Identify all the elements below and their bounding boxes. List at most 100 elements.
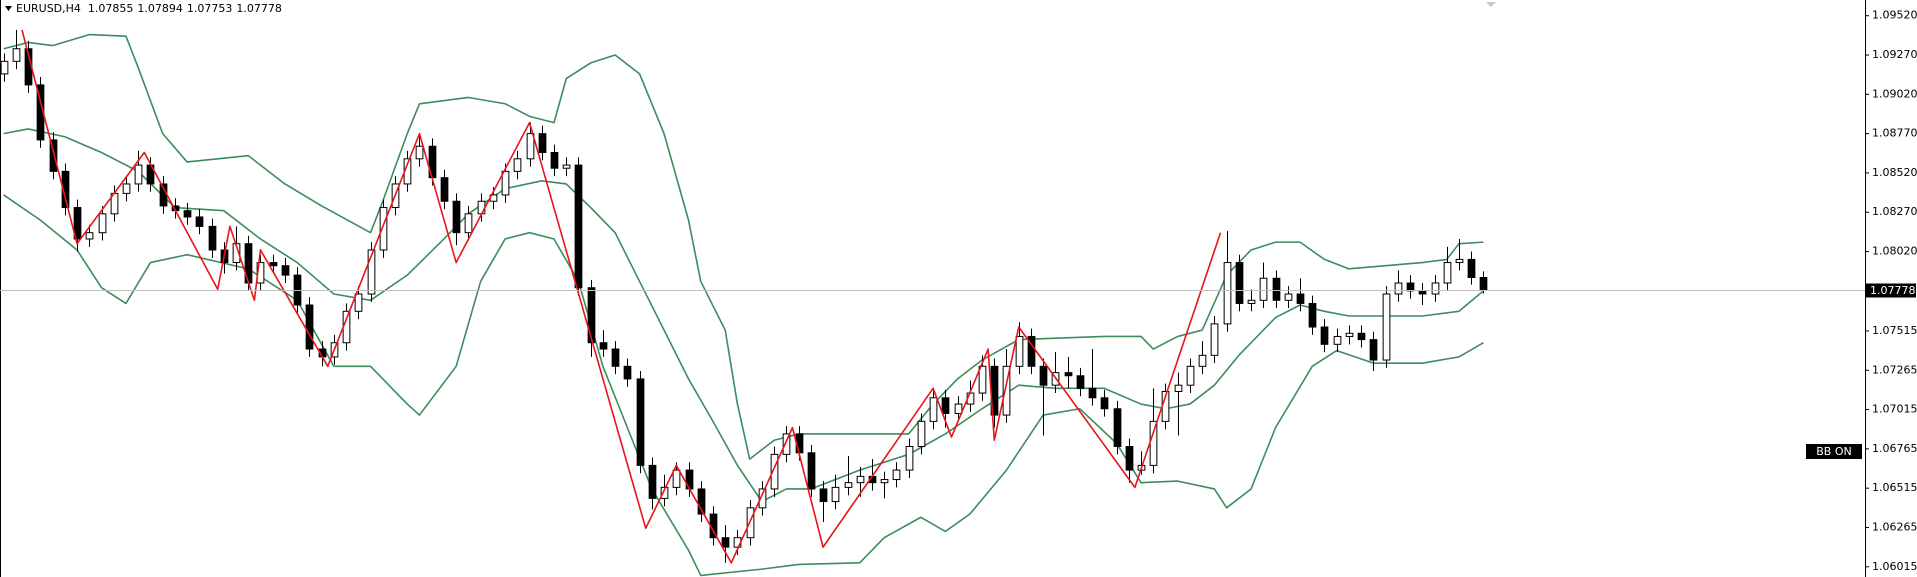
candle-body xyxy=(98,213,107,234)
candle-body xyxy=(929,397,938,422)
candle-body xyxy=(660,486,669,499)
candle-body xyxy=(672,469,681,488)
candle-body xyxy=(1076,375,1085,389)
candle-body xyxy=(1186,365,1195,386)
candle-body xyxy=(1223,262,1232,325)
candle-body xyxy=(1039,365,1048,386)
candle-body xyxy=(305,304,314,350)
candle-body xyxy=(1406,282,1415,292)
badge: BB ON xyxy=(1816,445,1851,458)
candle-body xyxy=(1259,277,1268,301)
candle-body xyxy=(550,152,559,169)
candle-body xyxy=(856,475,865,484)
candle-body xyxy=(1431,282,1440,295)
chart-header: EURUSD,H4 1.07855 1.07894 1.07753 1.07778 xyxy=(16,2,282,15)
candle-body xyxy=(208,225,217,251)
header-close: 1.07778 xyxy=(236,2,282,15)
y-tick-label: 1.06515 xyxy=(1872,481,1917,494)
candle-body xyxy=(134,164,143,185)
zigzag xyxy=(21,29,1222,564)
candle-body xyxy=(1100,397,1109,410)
header-open: 1.07855 xyxy=(88,2,134,15)
candle-body xyxy=(1345,332,1354,337)
candle-body xyxy=(513,158,522,172)
candle-body xyxy=(1467,258,1476,278)
band-middle xyxy=(3,128,1484,503)
candle-body xyxy=(1369,339,1378,361)
candle-body xyxy=(599,342,608,350)
candle-body xyxy=(1198,354,1207,367)
price-axis: 1.09520 1.09270 1.09020 1.08770 1.08520 1.082… xyxy=(0,9,1917,573)
candle-body xyxy=(746,507,755,539)
candle-body xyxy=(1247,299,1256,304)
zigzag-line xyxy=(21,29,1222,564)
candle-body xyxy=(1027,335,1036,367)
candle-body xyxy=(1272,277,1281,301)
candle-body xyxy=(844,482,853,488)
candle-body xyxy=(574,164,583,289)
y-tick-label: 1.07265 xyxy=(1872,363,1917,376)
candle-body xyxy=(452,200,461,234)
candle-body xyxy=(61,170,70,209)
symbol-menu-arrow[interactable] xyxy=(5,6,12,11)
candle-body xyxy=(1149,420,1158,466)
candle-body xyxy=(636,378,645,466)
candle-body xyxy=(978,365,987,394)
candle-body xyxy=(1125,446,1134,471)
candle-body xyxy=(195,216,204,227)
candle-body xyxy=(697,488,706,515)
candle-body xyxy=(905,446,914,471)
candle-body xyxy=(1002,365,1011,416)
candle-body xyxy=(782,433,791,455)
candle-body xyxy=(1308,302,1317,328)
candle-body xyxy=(1088,387,1097,399)
candle-body xyxy=(232,243,241,264)
candle-body xyxy=(526,133,535,160)
candle-body xyxy=(183,210,192,218)
chart-shift-marker xyxy=(1486,2,1496,7)
candle-body xyxy=(623,365,632,380)
y-tick-label: 1.09270 xyxy=(1872,48,1917,61)
y-tick-label: 1.06265 xyxy=(1872,520,1917,533)
symbol: EURUSD,H4 xyxy=(16,2,81,15)
candle-body xyxy=(367,249,376,295)
candle-body xyxy=(954,403,963,414)
candle-body xyxy=(1455,258,1464,264)
candle-body xyxy=(1174,384,1183,392)
candle-body xyxy=(501,170,510,196)
candle-body xyxy=(342,310,351,344)
band-lower xyxy=(3,194,1484,577)
candles xyxy=(0,29,1488,563)
candle-body xyxy=(831,486,840,503)
y-tick-label: 1.07515 xyxy=(1872,324,1917,337)
candle-body xyxy=(1357,332,1366,341)
candle-body xyxy=(1113,408,1122,448)
y-tick-label: 1.06015 xyxy=(1872,560,1917,573)
candle-body xyxy=(415,145,424,160)
candle-body xyxy=(562,164,571,169)
current-price-label: 1.07778 xyxy=(1870,284,1916,297)
candle-body xyxy=(281,265,290,276)
y-tick-label: 1.07015 xyxy=(1872,403,1917,416)
candle-body xyxy=(819,488,828,503)
candle-body xyxy=(1443,262,1452,284)
candle-body xyxy=(0,60,9,75)
candle-body xyxy=(85,232,94,240)
candle-body xyxy=(770,453,779,490)
candle-body xyxy=(1210,323,1219,356)
y-tick-label: 1.09020 xyxy=(1872,87,1917,100)
candle-body xyxy=(941,397,950,414)
badge-box xyxy=(1806,444,1862,459)
candle-body xyxy=(880,479,889,484)
current-price-box xyxy=(1866,283,1916,298)
candle-body xyxy=(354,293,363,312)
candle-body xyxy=(1320,326,1329,345)
bollinger-bands xyxy=(3,33,1484,577)
header-high: 1.07894 xyxy=(137,2,183,15)
candle-body xyxy=(917,420,926,448)
candle-body xyxy=(807,452,816,490)
candle-body xyxy=(12,48,21,62)
candle-body xyxy=(1333,335,1342,345)
